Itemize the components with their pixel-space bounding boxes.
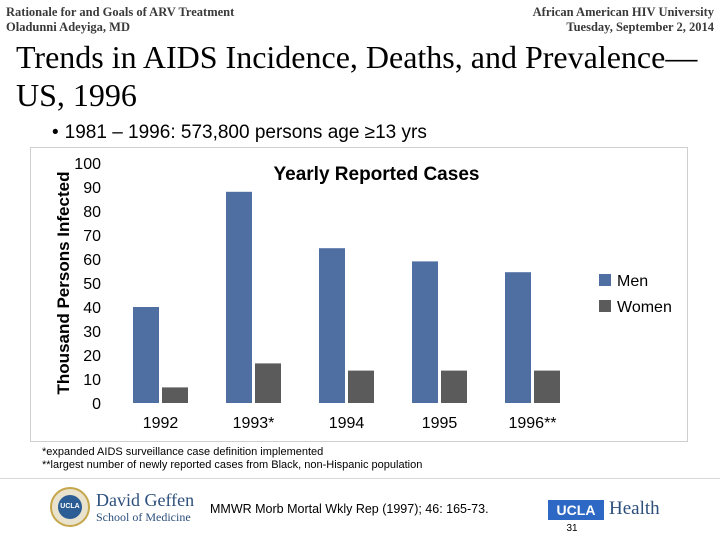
- event-date: Tuesday, September 2, 2014: [566, 20, 714, 34]
- bullet-text: 1981 – 1996: 573,800 persons age ≥13 yrs: [64, 122, 427, 143]
- header-right: African American HIV University Tuesday,…: [533, 5, 714, 35]
- school-subtitle: School of Medicine: [96, 510, 191, 524]
- y-tick-label: 10: [83, 372, 101, 389]
- slide-title: Trends in AIDS Incidence, Deaths, and Pr…: [16, 39, 698, 113]
- bar-men-1993: [226, 191, 252, 403]
- footnote-expanded-definition: *expanded AIDS surveillance case definit…: [42, 446, 324, 458]
- bar-women-1994: [348, 370, 374, 403]
- page-number: 31: [566, 523, 578, 534]
- y-tick-label: 70: [83, 228, 101, 245]
- y-tick-label: 60: [83, 252, 101, 269]
- bar-men-1996: [505, 272, 531, 403]
- y-axis-label: Thousand Persons Infected: [54, 172, 73, 395]
- y-tick-label: 80: [83, 204, 101, 221]
- ucla-health-label: Health: [609, 498, 660, 519]
- header-left: Rationale for and Goals of ARV Treatment…: [6, 5, 234, 35]
- y-tick-label: 40: [83, 300, 101, 317]
- x-tick-label: 1996**: [508, 415, 556, 432]
- y-tick-label: 100: [74, 156, 101, 173]
- x-tick-label: 1994: [329, 415, 365, 432]
- school-name: David Geffen: [96, 490, 195, 510]
- legend-swatch-men: [599, 274, 611, 286]
- legend-label-women: Women: [617, 299, 672, 316]
- bar-men-1995: [412, 261, 438, 403]
- y-tick-label: 50: [83, 276, 101, 293]
- x-tick-label: 1995: [422, 415, 458, 432]
- x-tick-label: 1992: [143, 415, 179, 432]
- legend-label-men: Men: [617, 273, 648, 290]
- bar-men-1994: [319, 248, 345, 403]
- bar-women-1992: [162, 387, 188, 403]
- footnote-largest-cases: **largest number of newly reported cases…: [42, 459, 423, 471]
- bar-women-1996: [534, 370, 560, 403]
- footer-divider: [0, 478, 720, 479]
- bar-chart: Thousand Persons Infected 0 10 20 30 40 50 60 70…: [54, 156, 672, 432]
- y-tick-label: 20: [83, 348, 101, 365]
- bullet-point: • 1981 – 1996: 573,800 persons age ≥13 yr…: [52, 122, 427, 144]
- legend-swatch-women: [599, 300, 611, 312]
- chart-title: Yearly Reported Cases: [274, 164, 480, 185]
- event-name: African American HIV University: [532, 5, 714, 19]
- presenter-name: Oladunni Adeyiga, MD: [6, 20, 130, 34]
- y-tick-label: 0: [92, 396, 101, 413]
- x-tick-label: 1993*: [233, 415, 275, 432]
- y-tick-label: 90: [83, 180, 101, 197]
- chart-container: Thousand Persons Infected 0 10 20 30 40 50 60 70…: [30, 147, 688, 442]
- bar-men-1992: [133, 307, 159, 403]
- y-tick-label: 30: [83, 324, 101, 341]
- bullet-icon: •: [52, 122, 59, 143]
- presentation-title: Rationale for and Goals of ARV Treatment: [6, 5, 235, 19]
- university-seal-icon: UCLA: [50, 487, 90, 527]
- bar-women-1995: [441, 370, 467, 403]
- ucla-logo: UCLA: [548, 500, 604, 520]
- reference-citation: MMWR Morb Mortal Wkly Rep (1997); 46: 16…: [210, 502, 489, 516]
- bar-women-1993: [255, 363, 281, 403]
- seal-text: UCLA: [58, 495, 82, 519]
